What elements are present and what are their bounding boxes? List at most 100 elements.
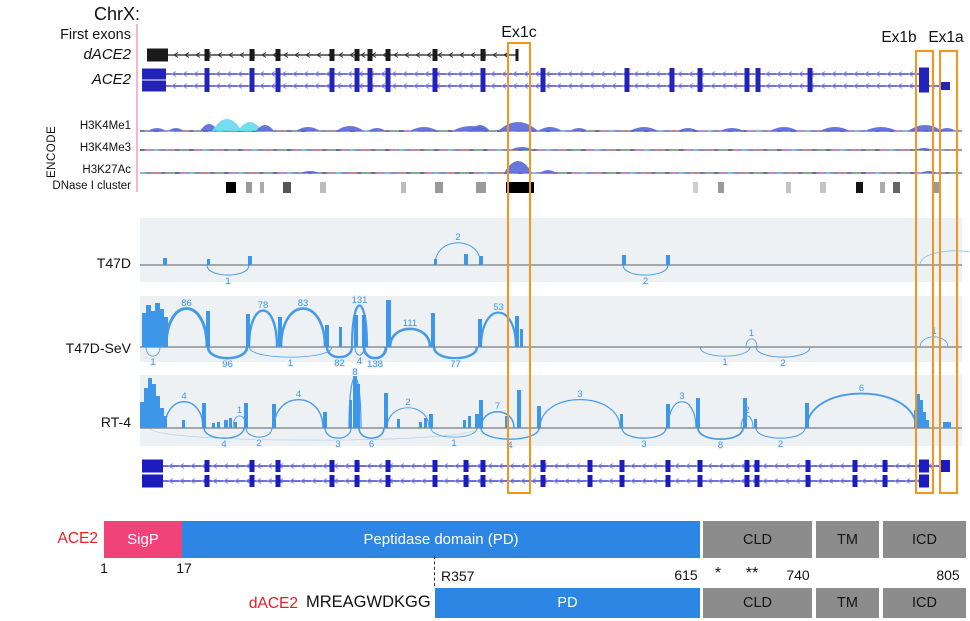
exon (619, 460, 625, 472)
splice-junction-arc (248, 346, 333, 358)
coverage-peak (246, 314, 250, 347)
splice-junction-arc (479, 311, 518, 348)
exon (367, 80, 373, 92)
splice-junction-arc (919, 250, 970, 266)
residue-marker-17: 17 (176, 560, 192, 576)
exon (204, 80, 210, 92)
coverage-peak (479, 400, 483, 428)
splice-junction-arc (745, 338, 758, 348)
exon (744, 475, 750, 487)
double-asterisk-marker: ** (745, 565, 759, 582)
exon (540, 80, 546, 92)
residue-marker-805: 805 (936, 567, 960, 583)
junction-read-count: 111 (403, 318, 417, 329)
coverage-peak (384, 393, 388, 428)
junction-read-count: 86 (181, 298, 192, 309)
coverage-peak (424, 418, 427, 428)
dnase-site (506, 182, 534, 193)
exon (665, 460, 671, 472)
coverage-peak (520, 329, 523, 347)
terminal-exon (919, 459, 929, 473)
exon (463, 460, 469, 472)
junction-read-count: 1 (237, 405, 242, 416)
coverage-peak (152, 384, 156, 428)
splice-junction-arc (699, 346, 751, 357)
exon (275, 68, 281, 80)
exon (275, 475, 281, 487)
exon (852, 475, 858, 487)
coverage-peak (144, 388, 148, 428)
exon (587, 460, 593, 472)
coverage-peak (353, 376, 357, 428)
junction-read-count: 2 (778, 439, 783, 450)
coverage-peak (234, 422, 237, 428)
coverage-peak (537, 406, 541, 428)
coverage-peak (620, 414, 623, 428)
junction-read-count: 53 (493, 302, 504, 313)
junction-read-count: 1 (150, 357, 155, 368)
domain-icd: ICD (883, 521, 966, 558)
exon (204, 49, 210, 61)
exon (480, 49, 486, 61)
signal-peak (938, 128, 956, 131)
dnase-site (283, 182, 291, 193)
exon (329, 49, 335, 61)
junction-read-count: 4 (357, 356, 362, 367)
exon (807, 68, 813, 80)
exon (275, 80, 281, 92)
exon (744, 80, 750, 92)
splice-junction-arc (386, 407, 430, 429)
h3k27ac-track-label: H3K27Ac (82, 164, 131, 176)
exon (204, 460, 210, 472)
exon (697, 80, 703, 92)
signal-peak (168, 128, 184, 131)
exon (204, 475, 210, 487)
dnase-site (693, 182, 698, 193)
splice-junction-arc (919, 336, 949, 348)
signal-peak (148, 128, 166, 131)
sashimi-track-rt-4: 4412438621743338226 (140, 366, 962, 452)
coverage-peak (140, 402, 144, 428)
junction-read-count: 3 (679, 391, 684, 402)
signal-peak (238, 122, 262, 131)
coverage-peak (666, 255, 670, 265)
exon (624, 68, 630, 80)
residue-marker-740: 740 (786, 567, 810, 583)
splice-junction-arc (358, 427, 385, 439)
sashimi-track-t47d-sev: 1 86 96 78 83 1 82 131 4 138 111 77 53 1 1 2 1 (140, 294, 962, 371)
signal-peak (865, 127, 897, 131)
exon (329, 460, 335, 472)
exon (275, 460, 281, 472)
gene-model-ace2-isoform-2 (142, 79, 950, 93)
signal-peak (470, 125, 490, 131)
exon (624, 80, 630, 92)
coverage-peak (248, 256, 252, 265)
splice-junction-arc (432, 346, 479, 360)
exon (354, 80, 360, 92)
dace2-domain-icd: ICD (883, 588, 966, 618)
junction-read-count: 6 (859, 383, 864, 394)
coverage-peak (155, 303, 160, 347)
dnase-site (320, 182, 326, 193)
junction-read-count: 131 (352, 295, 368, 306)
exon (249, 80, 255, 92)
first-exon-box (142, 474, 163, 488)
signal-peak (678, 128, 698, 131)
dnase-site (476, 182, 486, 193)
coverage-peak (354, 315, 358, 347)
terminal-exon (941, 460, 950, 472)
dnase-site (718, 182, 724, 193)
protein-dace2-label: dACE2 (248, 595, 298, 612)
splice-junction-arc (325, 346, 354, 359)
coverage-peak (156, 396, 160, 428)
junction-read-count: 3 (641, 439, 646, 450)
exon (882, 475, 888, 487)
exon (754, 475, 760, 487)
junction-read-count: 78 (258, 300, 269, 311)
protein-ace2-label: ACE2 (57, 530, 99, 547)
coverage-peak (182, 420, 185, 428)
coverage-peak (464, 254, 468, 265)
coverage-peak (515, 316, 519, 347)
junction-read-count: 1 (931, 326, 936, 337)
